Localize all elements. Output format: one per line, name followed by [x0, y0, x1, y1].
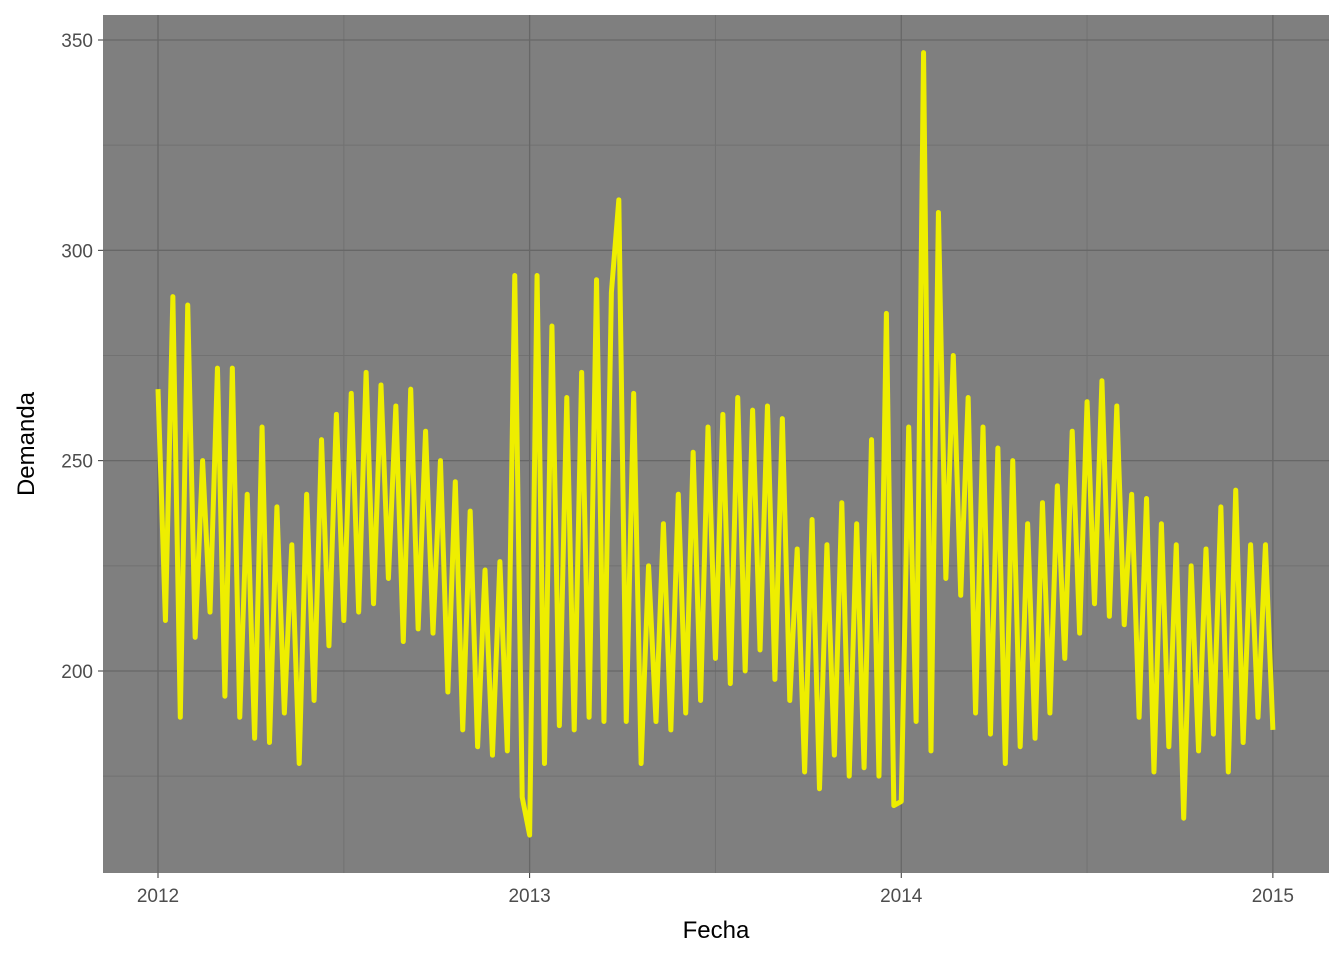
x-tick-label: 2014	[880, 886, 923, 907]
y-axis-label: Demanda	[13, 391, 40, 496]
data-line	[155, 50, 1276, 838]
x-tick-label: 2013	[508, 886, 550, 907]
x-axis-label: Fecha	[683, 917, 750, 944]
y-tick-label: 200	[61, 662, 93, 683]
y-tick-label: 300	[61, 241, 93, 262]
labels: 200 250 300 350 2012 2013 2014 2015	[61, 31, 1294, 907]
marks	[155, 50, 1276, 838]
x-tick-label: 2015	[1252, 886, 1294, 907]
y-tick-label: 250	[61, 452, 93, 473]
y-tick-label: 350	[61, 31, 93, 52]
plot-panel	[103, 15, 1329, 873]
x-tick-label: 2012	[137, 886, 179, 907]
